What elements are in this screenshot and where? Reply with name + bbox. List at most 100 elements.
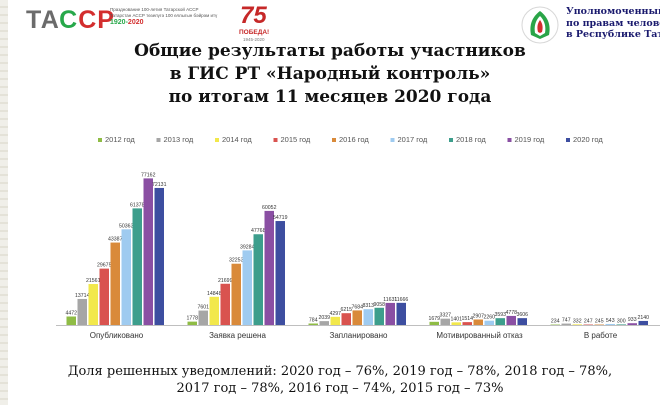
- data-label: 2140: [637, 315, 649, 321]
- bar: [253, 234, 263, 325]
- footer-line: 2017 год – 78%, 2016 год – 74%, 2015 год…: [176, 381, 504, 396]
- bar: [275, 221, 285, 325]
- legend-swatch: [273, 138, 278, 142]
- bar: [143, 178, 153, 325]
- logo-text: ТАССР: [26, 6, 115, 34]
- legend-swatch: [98, 138, 102, 142]
- legend-swatch: [156, 138, 161, 142]
- anniversary-line: Татарстан АССР төзелүгә 100 еллыгын бәйр…: [110, 12, 218, 18]
- data-label: 47768: [251, 228, 266, 234]
- slide-title: Общие результаты работы участников в ГИС…: [80, 40, 580, 109]
- bar: [264, 210, 274, 325]
- bar: [517, 318, 527, 325]
- data-label: 11666: [394, 297, 408, 303]
- bar: [99, 268, 109, 325]
- data-label: 4472: [65, 311, 77, 317]
- bar: [385, 302, 395, 325]
- bar: [396, 302, 406, 325]
- bar: [231, 263, 241, 325]
- bar: [77, 298, 87, 325]
- bar: [198, 310, 208, 325]
- data-label: 1778: [186, 316, 198, 322]
- bar: [495, 318, 505, 325]
- data-label: 43387: [108, 237, 123, 243]
- data-label: 247: [584, 319, 593, 325]
- data-label: 1514: [461, 316, 473, 322]
- data-label: 543: [606, 318, 615, 324]
- data-label: 54719: [273, 215, 288, 221]
- tassr-logo: ТАССР: [26, 6, 115, 35]
- data-label: 14848: [207, 291, 222, 297]
- legend-swatch: [566, 138, 570, 142]
- bar: [319, 321, 329, 325]
- bar: [484, 320, 494, 325]
- legend-label: 2012 год: [105, 135, 135, 144]
- data-label: 50363: [119, 223, 134, 229]
- left-decorative-stripe: [0, 0, 8, 405]
- bar: [451, 322, 461, 325]
- data-label: 39284: [240, 244, 255, 250]
- bar: [187, 321, 197, 325]
- data-label: 933: [628, 317, 637, 323]
- data-label: 60052: [262, 205, 277, 211]
- data-label: 6215: [340, 307, 352, 313]
- bar: [561, 323, 571, 325]
- legend-label: 2016 год: [339, 135, 369, 144]
- bar: [132, 208, 142, 325]
- bar: [308, 323, 318, 325]
- data-label: 2039: [318, 315, 330, 321]
- legend-swatch: [449, 138, 453, 142]
- data-label: 21561: [86, 278, 101, 284]
- data-label: 72131: [152, 182, 167, 188]
- ombudsman-line: Уполномоченный: [566, 6, 660, 17]
- legend-swatch: [390, 138, 395, 142]
- bar: [616, 324, 626, 325]
- data-label: 234: [551, 319, 560, 325]
- legend-swatch: [332, 138, 336, 142]
- bar: [330, 316, 340, 325]
- resolution-share-footer: Доля решенных уведомлений: 2020 год – 76…: [60, 363, 620, 397]
- data-label: 2260: [483, 315, 495, 321]
- category-label: Заявка решена: [209, 331, 266, 340]
- data-label: 29675: [97, 263, 112, 269]
- bar: [605, 323, 615, 325]
- data-label: 8313: [362, 303, 374, 309]
- data-label: 245: [595, 319, 604, 325]
- legend-label: 2020 год: [573, 135, 603, 144]
- legend-label: 2014 год: [222, 135, 252, 144]
- data-label: 13714: [75, 293, 90, 299]
- data-label: 3593: [494, 312, 506, 318]
- legend-swatch: [215, 138, 219, 142]
- footer-line: Доля решенных уведомлений: 2020 год – 76…: [67, 364, 613, 379]
- bar: [88, 284, 98, 325]
- title-line: Общие результаты работы участников: [134, 41, 526, 61]
- bar: [220, 283, 230, 325]
- header: ТАССР Празднование 100-летия Татарской А…: [0, 0, 660, 46]
- data-label: 9058: [373, 302, 385, 308]
- bar: [374, 307, 384, 325]
- title-line: по итогам 11 месяцев 2020 года: [168, 87, 492, 107]
- anniversary-text: Празднование 100-летия Татарской АССР Тат…: [110, 7, 230, 18]
- bar: [341, 313, 351, 325]
- data-label: 3327: [439, 313, 451, 319]
- victory-75-logo: 75 ПОБЕДА! 1945-2020: [237, 2, 277, 44]
- data-label: 11631: [383, 297, 397, 303]
- data-label: 1401: [450, 316, 462, 322]
- legend-label: 2015 год: [281, 135, 311, 144]
- data-label: 7684: [351, 304, 363, 310]
- grouped-bar-chart: 2012 год 2013 год 2014 год 2015 год 2016 год…: [56, 135, 660, 340]
- anniversary-line: Празднование 100-летия Татарской АССР: [110, 7, 199, 12]
- bar: [121, 229, 131, 325]
- bar: [429, 321, 439, 325]
- bar: [363, 309, 373, 325]
- anniversary-caption: Празднование 100-летия Татарской АССР Тат…: [110, 7, 230, 27]
- bar: [506, 315, 516, 325]
- bar: [572, 324, 582, 325]
- victory-number: 75: [240, 2, 267, 29]
- data-label: 21699: [218, 278, 233, 284]
- data-label: 2907: [472, 313, 484, 319]
- data-label: 1679: [428, 316, 440, 322]
- category-label: Мотивированный отказ: [436, 331, 523, 340]
- legend-label: 2018 год: [456, 135, 486, 144]
- ombudsman-title: Уполномоченный по правам человека в Респ…: [566, 6, 660, 41]
